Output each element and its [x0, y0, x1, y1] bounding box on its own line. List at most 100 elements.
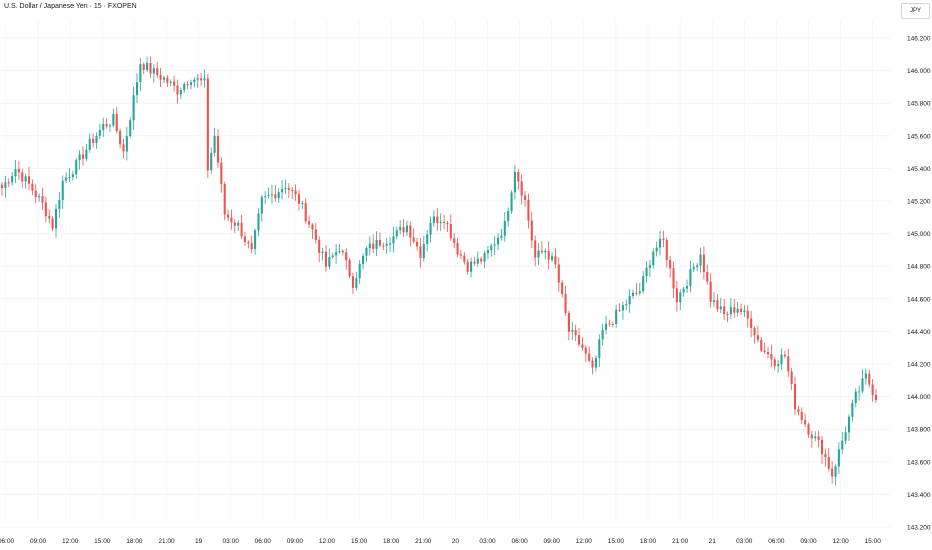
- candle: [264, 191, 267, 205]
- time-axis[interactable]: 06:00 09:00 12:00 15:00 18:00 21:00 19 03:00 06:…: [0, 538, 881, 545]
- candle-body: [486, 250, 489, 254]
- candle: [439, 213, 442, 231]
- candle-body: [274, 194, 277, 199]
- candle-body: [17, 169, 20, 173]
- candle: [308, 215, 311, 229]
- candle-body: [642, 276, 645, 292]
- candle-body: [584, 347, 587, 354]
- candle-body: [773, 359, 776, 367]
- candle: [642, 271, 645, 294]
- price-tick-label: 145.200: [907, 199, 931, 206]
- candle-body: [517, 171, 520, 182]
- candle-body: [672, 268, 675, 289]
- candle: [365, 246, 368, 263]
- candle-body: [554, 256, 557, 265]
- candle-body: [189, 82, 193, 86]
- candle-body: [335, 251, 338, 256]
- candle-body: [520, 181, 523, 196]
- candle: [807, 422, 810, 438]
- candle-body: [709, 281, 712, 302]
- candle-body: [68, 176, 71, 178]
- candle: [864, 368, 867, 385]
- candle: [615, 304, 618, 328]
- candle-body: [122, 144, 125, 152]
- price-tick-label: 145.600: [907, 133, 931, 140]
- candle: [179, 87, 182, 99]
- candle: [800, 407, 803, 424]
- candle-body: [814, 436, 817, 439]
- candle-body: [706, 271, 709, 282]
- candle: [773, 357, 776, 371]
- candle: [449, 214, 452, 241]
- candle: [510, 190, 513, 214]
- candle-body: [604, 323, 608, 330]
- candle-body: [665, 239, 668, 260]
- candle-body: [611, 323, 614, 325]
- candle: [574, 324, 577, 342]
- candle-body: [422, 243, 425, 259]
- candle-body: [301, 203, 304, 205]
- candle-body: [733, 307, 736, 313]
- candle-body: [824, 454, 827, 458]
- candle: [739, 303, 743, 316]
- time-tick-label: 12:00: [319, 538, 336, 545]
- candle: [554, 248, 557, 269]
- candle-body: [95, 135, 98, 144]
- candle-body: [760, 339, 763, 351]
- candle-body: [48, 216, 51, 219]
- candle: [14, 159, 17, 183]
- candle-body: [183, 84, 186, 91]
- candle: [81, 146, 85, 166]
- candle: [284, 179, 287, 195]
- time-tick-label: 21:00: [415, 538, 432, 545]
- candle-body: [669, 259, 672, 269]
- candle: [692, 263, 695, 273]
- candle: [247, 240, 250, 249]
- candle-body: [432, 216, 435, 223]
- candle: [146, 56, 149, 73]
- candle-body: [480, 258, 483, 262]
- price-axis[interactable]: 146.200 146.000 145.800 145.600 145.400 145.2…: [907, 36, 931, 532]
- candle-body: [119, 130, 122, 145]
- candle: [98, 123, 101, 140]
- time-tick-label: 06:00: [768, 538, 785, 545]
- candle-body: [210, 152, 213, 171]
- candle: [186, 81, 189, 90]
- candle-body: [11, 176, 14, 183]
- candle: [85, 143, 88, 161]
- candle: [706, 264, 709, 285]
- candle: [129, 117, 132, 138]
- currency-button[interactable]: JPY: [901, 3, 930, 19]
- time-tick-label: 12:00: [62, 538, 79, 545]
- candle: [173, 75, 176, 92]
- candle: [837, 442, 840, 475]
- candle-body: [699, 254, 702, 266]
- candle: [861, 368, 864, 394]
- candle-body: [524, 195, 527, 200]
- candle: [763, 342, 766, 354]
- time-tick-label: 19: [195, 538, 203, 545]
- candle-body: [51, 218, 54, 229]
- candle: [483, 250, 486, 268]
- candle: [324, 244, 327, 272]
- candle: [122, 139, 125, 159]
- candle-body: [443, 221, 446, 223]
- candle: [847, 414, 851, 442]
- candle-body: [820, 439, 824, 455]
- candle-body: [827, 457, 830, 469]
- candle-body: [98, 129, 101, 136]
- candle-body: [92, 138, 95, 144]
- grid-lines: [0, 20, 890, 528]
- time-tick-label: 09:00: [30, 538, 47, 545]
- time-tick-label: 03:00: [736, 538, 753, 545]
- candle: [368, 236, 371, 256]
- candle: [810, 430, 813, 448]
- candle-body: [152, 68, 155, 74]
- candle-body: [743, 310, 746, 312]
- candle: [497, 233, 500, 251]
- candle: [820, 436, 824, 464]
- candle: [594, 355, 597, 372]
- time-tick-label: 15:00: [351, 538, 368, 545]
